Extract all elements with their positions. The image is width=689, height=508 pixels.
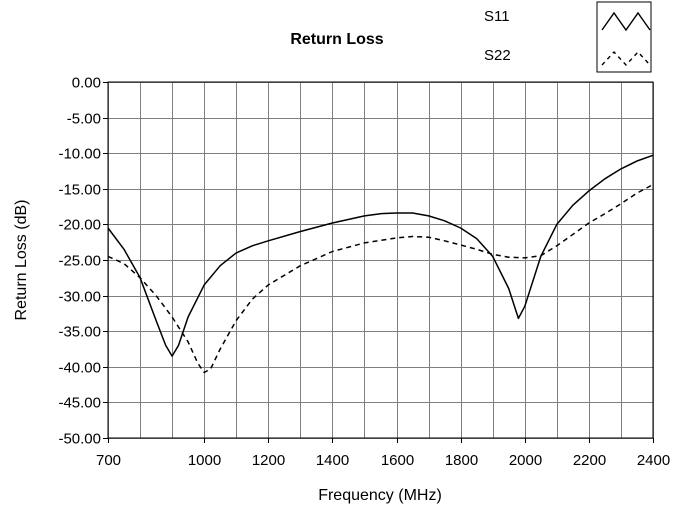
y-tick-label: -10.00 xyxy=(58,146,101,163)
legend-swatch-s22 xyxy=(601,50,651,67)
series-line-s22 xyxy=(107,183,654,374)
legend-label-s11: S11 xyxy=(484,8,510,25)
y-axis-ticks: 0.00 -5.00 -10.00 -15.00 -20.00 -25.00 -30.00 -… xyxy=(58,75,108,448)
y-axis-title: Return Loss (dB) xyxy=(13,200,30,321)
y-tick-label: -30.00 xyxy=(58,289,101,306)
y-tick-label: -15.00 xyxy=(58,182,101,199)
legend-label-s22: S22 xyxy=(484,47,511,64)
y-tick-label: -20.00 xyxy=(58,217,101,234)
x-tick-label: 1400 xyxy=(316,452,349,469)
legend-box xyxy=(596,1,652,73)
x-tick-label: 1000 xyxy=(188,452,221,469)
y-tick-label: -5.00 xyxy=(67,111,101,128)
x-axis-title: Frequency (MHz) xyxy=(318,487,442,504)
chart-title: Return Loss xyxy=(290,31,383,48)
x-tick-label: 1800 xyxy=(445,452,478,469)
x-tick-label: 2200 xyxy=(573,452,606,469)
y-tick-label: -35.00 xyxy=(58,324,101,341)
series-layer xyxy=(107,154,654,374)
y-tick-label: -25.00 xyxy=(58,253,101,270)
x-tick-label: 700 xyxy=(96,452,121,469)
series-line-s11 xyxy=(107,154,654,357)
y-tick-label: 0.00 xyxy=(72,75,101,92)
y-tick-label: -50.00 xyxy=(58,431,101,448)
y-tick-label: -40.00 xyxy=(58,360,101,377)
x-tick-label: 2400 xyxy=(637,452,670,469)
x-tick-label: 1200 xyxy=(252,452,285,469)
legend: S11 S22 xyxy=(484,1,652,73)
legend-swatch-s11 xyxy=(601,11,651,32)
x-tick-label: 2000 xyxy=(509,452,542,469)
x-axis-ticks: 700 1000 1200 1400 1600 1800 2000 2200 2400 xyxy=(96,438,670,469)
y-tick-label: -45.00 xyxy=(58,395,101,412)
x-tick-label: 1600 xyxy=(381,452,414,469)
